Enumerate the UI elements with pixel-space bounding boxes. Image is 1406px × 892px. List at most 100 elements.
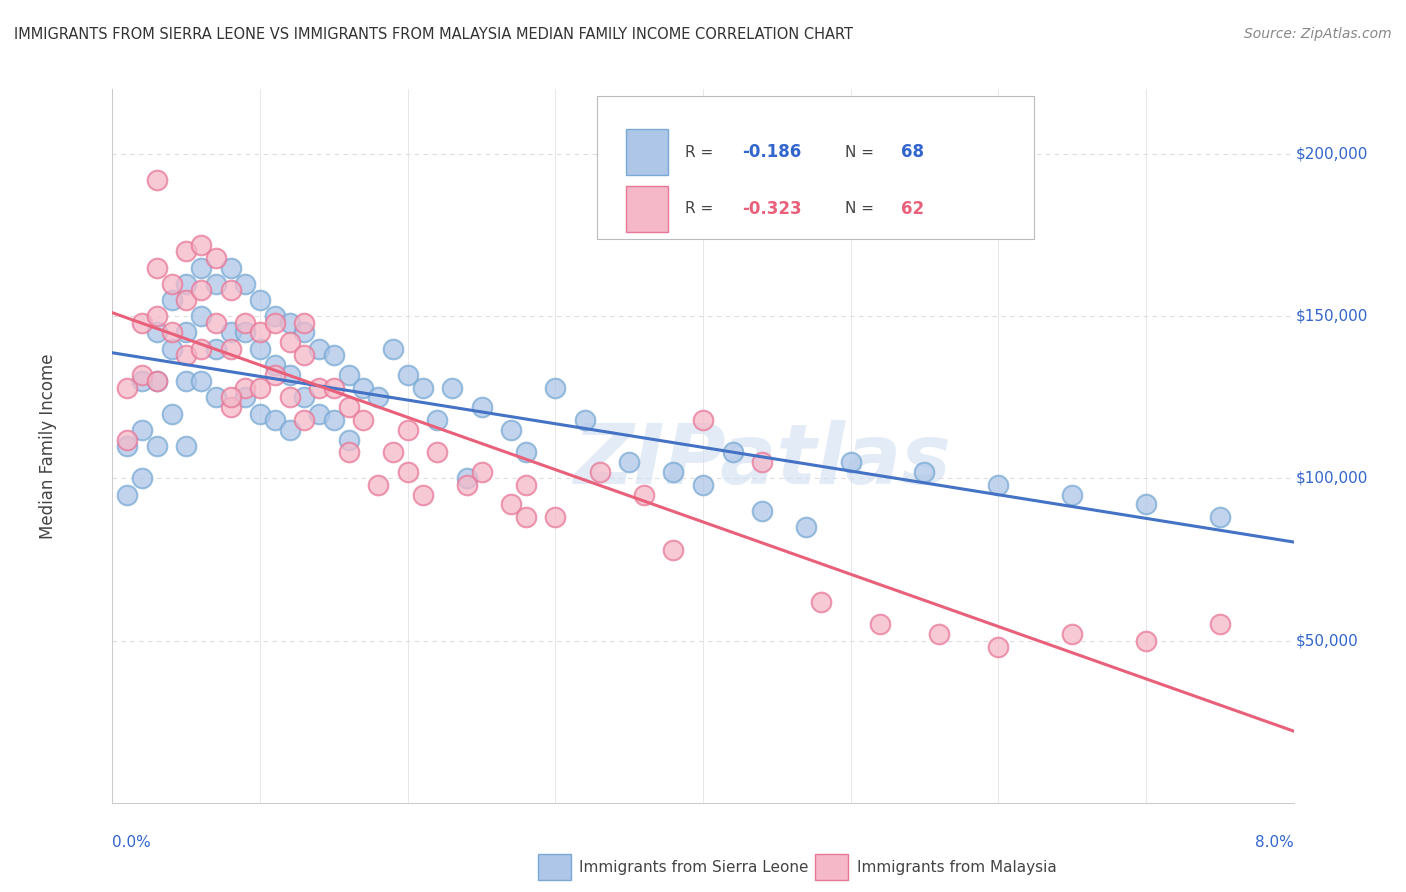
FancyBboxPatch shape	[626, 186, 668, 232]
Point	[190, 283, 212, 297]
Point	[308, 407, 330, 421]
Point	[249, 293, 271, 307]
Point	[219, 326, 242, 340]
Point	[219, 342, 242, 356]
Point	[1062, 627, 1084, 641]
Point	[190, 260, 212, 275]
Point	[501, 497, 523, 511]
Point	[117, 439, 138, 453]
Point	[278, 335, 301, 350]
Point	[337, 433, 360, 447]
Point	[588, 465, 610, 479]
Point	[515, 478, 537, 492]
Point	[174, 277, 197, 291]
Point	[174, 326, 197, 340]
Point	[515, 510, 537, 524]
Point	[308, 381, 330, 395]
Text: N =: N =	[845, 202, 879, 216]
Point	[264, 358, 287, 372]
Point	[412, 488, 434, 502]
Point	[987, 478, 1010, 492]
Point	[292, 390, 315, 404]
Point	[544, 510, 567, 524]
Point	[205, 251, 228, 265]
Text: 68: 68	[901, 144, 924, 161]
Text: -0.323: -0.323	[742, 200, 801, 218]
Point	[233, 390, 256, 404]
Text: Immigrants from Malaysia: Immigrants from Malaysia	[856, 860, 1056, 874]
Point	[633, 488, 655, 502]
Point	[1208, 617, 1232, 632]
Point	[249, 407, 271, 421]
Point	[382, 342, 405, 356]
Point	[117, 381, 138, 395]
Point	[515, 445, 537, 459]
Point	[233, 326, 256, 340]
Point	[174, 244, 197, 259]
Point	[219, 400, 242, 414]
Point	[396, 423, 419, 437]
Point	[160, 326, 183, 340]
Point	[205, 390, 228, 404]
Point	[292, 326, 315, 340]
Point	[160, 342, 183, 356]
Point	[190, 238, 212, 252]
Point	[662, 542, 685, 557]
Point	[264, 316, 287, 330]
Point	[117, 433, 138, 447]
Point	[190, 310, 212, 324]
Point	[412, 381, 434, 395]
Point	[190, 342, 212, 356]
Point	[441, 381, 464, 395]
Point	[928, 627, 950, 641]
Text: $50,000: $50,000	[1296, 633, 1358, 648]
Point	[264, 310, 287, 324]
Point	[352, 381, 374, 395]
Point	[426, 413, 449, 427]
Point	[721, 445, 744, 459]
Point	[292, 316, 315, 330]
Point	[292, 413, 315, 427]
Point	[471, 465, 494, 479]
Point	[278, 390, 301, 404]
FancyBboxPatch shape	[626, 129, 668, 176]
Point	[987, 640, 1010, 654]
Point	[131, 374, 153, 388]
Text: -0.186: -0.186	[742, 144, 801, 161]
FancyBboxPatch shape	[815, 855, 848, 880]
Point	[146, 374, 169, 388]
Text: N =: N =	[845, 145, 879, 160]
Point	[174, 293, 197, 307]
Point	[869, 617, 891, 632]
Point	[264, 368, 287, 382]
Point	[382, 445, 405, 459]
Point	[396, 465, 419, 479]
Point	[456, 478, 478, 492]
Point	[1135, 497, 1157, 511]
Text: 0.0%: 0.0%	[112, 835, 152, 850]
Point	[574, 413, 596, 427]
Point	[117, 488, 138, 502]
Point	[278, 316, 301, 330]
Text: $200,000: $200,000	[1296, 146, 1368, 161]
Point	[810, 595, 832, 609]
Text: $150,000: $150,000	[1296, 309, 1368, 324]
Point	[131, 471, 153, 485]
Text: $100,000: $100,000	[1296, 471, 1368, 486]
Point	[751, 455, 773, 469]
Text: 62: 62	[901, 200, 925, 218]
Text: 8.0%: 8.0%	[1254, 835, 1294, 850]
Point	[367, 478, 389, 492]
Point	[131, 368, 153, 382]
Text: IMMIGRANTS FROM SIERRA LEONE VS IMMIGRANTS FROM MALAYSIA MEDIAN FAMILY INCOME CO: IMMIGRANTS FROM SIERRA LEONE VS IMMIGRAN…	[14, 27, 853, 42]
Point	[160, 407, 183, 421]
Point	[146, 260, 169, 275]
Point	[146, 326, 169, 340]
Point	[456, 471, 478, 485]
Text: R =: R =	[685, 202, 718, 216]
Point	[131, 423, 153, 437]
Point	[426, 445, 449, 459]
Point	[352, 413, 374, 427]
Point	[501, 423, 523, 437]
Point	[249, 326, 271, 340]
